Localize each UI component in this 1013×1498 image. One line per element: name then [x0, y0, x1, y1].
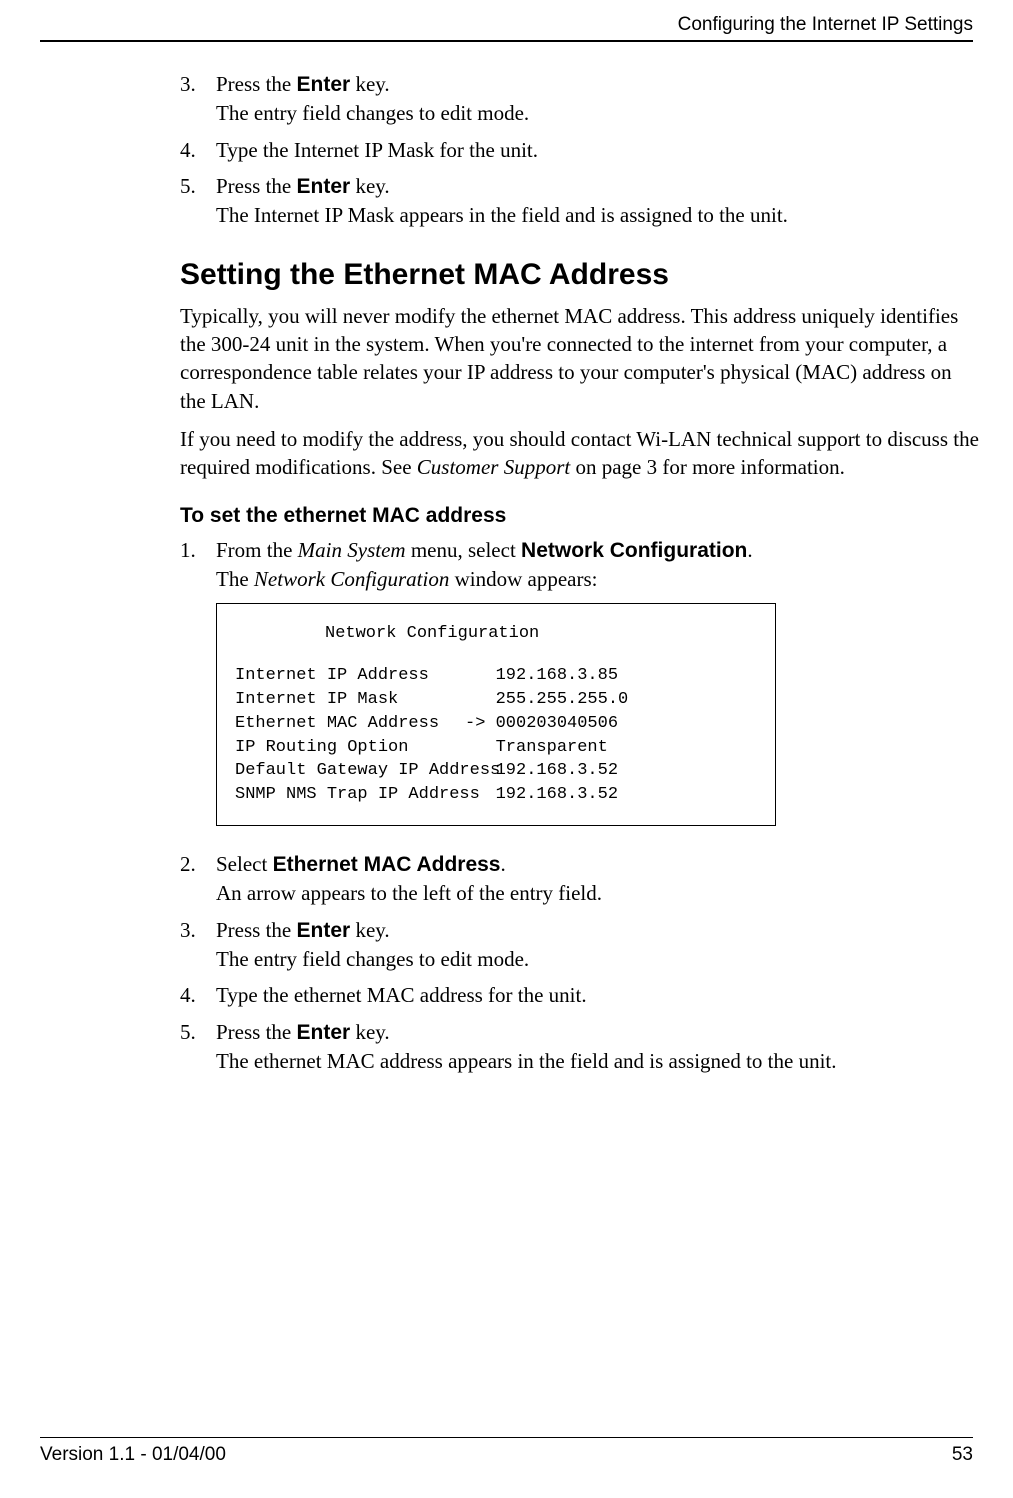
row-label: Internet IP Address [235, 664, 465, 688]
step-body: Press the Enter key. The entry field cha… [216, 70, 980, 128]
step-b5: 5. Press the Enter key. The ethernet MAC… [180, 1018, 980, 1076]
text: Type the ethernet MAC address for the un… [216, 983, 587, 1007]
step-number: 4. [180, 981, 216, 1009]
footer-row: Version 1.1 - 01/04/00 53 [40, 1444, 973, 1466]
row-label: IP Routing Option [235, 736, 465, 760]
step-body: Press the Enter key. The ethernet MAC ad… [216, 1018, 980, 1076]
step-number: 4. [180, 136, 216, 164]
row-label: Default Gateway IP Address [235, 759, 465, 783]
text: Press the [216, 1020, 297, 1044]
header-rule [40, 40, 973, 42]
step-body: Press the Enter key. The entry field cha… [216, 916, 980, 974]
row-arrow [465, 690, 485, 709]
customer-support-ref: Customer Support [417, 455, 570, 479]
row-value: 192.168.3.52 [496, 761, 618, 780]
row-label: Internet IP Mask [235, 688, 465, 712]
step-number: 5. [180, 1018, 216, 1046]
step-list-b-cont: 2. Select Ethernet MAC Address. An arrow… [180, 850, 980, 1075]
step-subtext: An arrow appears to the left of the entr… [216, 881, 602, 905]
step-body: Press the Enter key. The Internet IP Mas… [216, 172, 980, 230]
text: key. [350, 918, 389, 942]
step-list-a: 3. Press the Enter key. The entry field … [180, 70, 980, 230]
step-b3: 3. Press the Enter key. The entry field … [180, 916, 980, 974]
terminal-row-3: Ethernet MAC Address-> 000203040506 [235, 714, 618, 733]
step-number: 5. [180, 172, 216, 200]
step-number: 1. [180, 536, 216, 564]
text: Select [216, 852, 273, 876]
step-body: Type the Internet IP Mask for the unit. [216, 136, 980, 164]
text: Press the [216, 72, 297, 96]
footer-page-number: 53 [952, 1444, 973, 1466]
row-value: 192.168.3.85 [496, 666, 618, 685]
terminal-row-4: IP Routing Option Transparent [235, 738, 608, 757]
text: The [216, 567, 254, 591]
terminal-window: Network Configuration Internet IP Address… [216, 603, 776, 826]
row-label: Ethernet MAC Address [235, 712, 465, 736]
text: on page 3 for more information. [570, 455, 845, 479]
paragraph-1: Typically, you will never modify the eth… [180, 302, 980, 415]
step-body: From the Main System menu, select Networ… [216, 536, 980, 594]
ethernet-mac-address-label: Ethernet MAC Address [273, 853, 501, 876]
network-configuration-window: Network Configuration [254, 567, 449, 591]
enter-key: Enter [297, 73, 351, 96]
row-arrow: -> [465, 714, 485, 733]
step-subtext: The Internet IP Mask appears in the fiel… [216, 203, 788, 227]
row-label: SNMP NMS Trap IP Address [235, 783, 465, 807]
row-value: 192.168.3.52 [496, 785, 618, 804]
enter-key: Enter [297, 1021, 351, 1044]
step-number: 3. [180, 70, 216, 98]
step-number: 3. [180, 916, 216, 944]
text: key. [350, 72, 389, 96]
step-b1: 1. From the Main System menu, select Net… [180, 536, 980, 594]
step-b4: 4. Type the ethernet MAC address for the… [180, 981, 980, 1009]
main-system-menu: Main System [298, 538, 406, 562]
step-a5: 5. Press the Enter key. The Internet IP … [180, 172, 980, 230]
text: window appears: [449, 567, 597, 591]
header-section-title: Configuring the Internet IP Settings [678, 14, 973, 36]
text: key. [350, 174, 389, 198]
step-subtext: The entry field changes to edit mode. [216, 101, 529, 125]
text: key. [350, 1020, 389, 1044]
procedure-heading: To set the ethernet MAC address [180, 504, 980, 528]
paragraph-2: If you need to modify the address, you s… [180, 425, 980, 482]
row-arrow [465, 785, 485, 804]
content-area: 3. Press the Enter key. The entry field … [180, 70, 980, 1083]
terminal-title: Network Configuration [325, 622, 757, 646]
step-body: Type the ethernet MAC address for the un… [216, 981, 980, 1009]
enter-key: Enter [297, 919, 351, 942]
step-a4: 4. Type the Internet IP Mask for the uni… [180, 136, 980, 164]
row-value: Transparent [496, 738, 608, 757]
text: Type the Internet IP Mask for the unit. [216, 138, 538, 162]
text: Press the [216, 174, 297, 198]
footer-version: Version 1.1 - 01/04/00 [40, 1444, 226, 1466]
step-a3: 3. Press the Enter key. The entry field … [180, 70, 980, 128]
step-subtext: The entry field changes to edit mode. [216, 947, 529, 971]
text: . [747, 538, 752, 562]
network-configuration-label: Network Configuration [521, 539, 747, 562]
page: Configuring the Internet IP Settings 3. … [0, 0, 1013, 1498]
footer-rule [40, 1437, 973, 1438]
step-b2: 2. Select Ethernet MAC Address. An arrow… [180, 850, 980, 908]
step-list-b: 1. From the Main System menu, select Net… [180, 536, 980, 594]
text: Press the [216, 918, 297, 942]
row-arrow [465, 738, 485, 757]
terminal-row-5: Default Gateway IP Address 192.168.3.52 [235, 761, 618, 780]
row-arrow [465, 666, 485, 685]
terminal-row-6: SNMP NMS Trap IP Address 192.168.3.52 [235, 785, 618, 804]
enter-key: Enter [297, 175, 351, 198]
row-value: 255.255.255.0 [496, 690, 629, 709]
text: From the [216, 538, 298, 562]
row-value: 000203040506 [496, 714, 618, 733]
step-number: 2. [180, 850, 216, 878]
footer: Version 1.1 - 01/04/00 53 [40, 1437, 973, 1466]
row-arrow [465, 761, 485, 780]
text: menu, select [406, 538, 521, 562]
step-subtext: The ethernet MAC address appears in the … [216, 1049, 837, 1073]
step-body: Select Ethernet MAC Address. An arrow ap… [216, 850, 980, 908]
section-heading: Setting the Ethernet MAC Address [180, 258, 980, 292]
text: . [501, 852, 506, 876]
terminal-row-1: Internet IP Address 192.168.3.85 [235, 666, 618, 685]
terminal-row-2: Internet IP Mask 255.255.255.0 [235, 690, 628, 709]
